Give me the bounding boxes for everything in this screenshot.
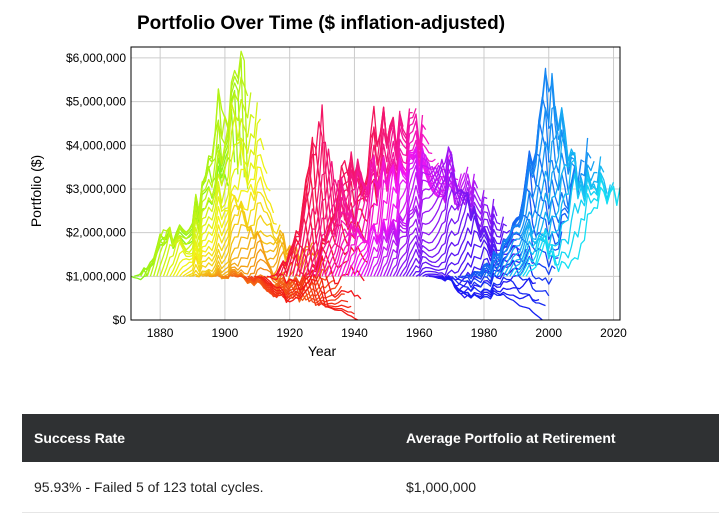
x-tick-label: 1920 (276, 326, 303, 340)
series-line-1884 (172, 154, 268, 277)
series-line-1972 (457, 245, 553, 285)
series-line-1885 (175, 166, 271, 277)
series-line-1886 (179, 176, 275, 277)
series-line-1993 (525, 186, 621, 277)
series-line-1980 (483, 96, 579, 277)
series-line-1888 (185, 202, 281, 277)
x-tick-label: 1940 (341, 326, 368, 340)
series-line-1892 (198, 226, 294, 277)
series-line-1948 (379, 165, 475, 277)
series-line-1909 (253, 272, 349, 307)
series-line-1947 (376, 166, 472, 277)
series-line-1960 (418, 230, 514, 277)
x-tick-label: 2020 (600, 326, 627, 340)
series-line-1969 (447, 275, 543, 321)
series-line-1974 (464, 214, 559, 278)
series-line-1962 (425, 246, 520, 281)
series-line-1983 (493, 72, 589, 277)
series-line-1874 (140, 89, 239, 277)
x-tick-label: 1880 (147, 326, 174, 340)
series-line-1912 (263, 273, 359, 321)
series-line-1982 (489, 70, 585, 277)
y-axis-label: Portfolio ($) (28, 155, 44, 227)
summary-table: Success Rate Average Portfolio at Retire… (22, 414, 719, 513)
series-line-1921 (292, 105, 388, 277)
y-tick-label: $3,000,000 (66, 182, 126, 196)
x-axis-label: Year (308, 343, 337, 359)
x-tick-label: 2000 (535, 326, 562, 340)
average-portfolio-header: Average Portfolio at Retirement (394, 414, 719, 462)
series-line-1991 (519, 174, 615, 277)
x-tick-label: 1900 (212, 326, 239, 340)
series-line-1881 (162, 102, 258, 277)
series-line-1971 (454, 259, 550, 297)
x-axis-ticks: 1880 1900 1920 1940 1960 1980 2000 2020 (147, 326, 627, 340)
success-rate-header: Success Rate (22, 414, 394, 462)
series-line-1945 (369, 157, 466, 277)
series-line-1989 (512, 159, 608, 277)
x-tick-label: 1960 (406, 326, 433, 340)
series-line-1882 (165, 118, 262, 277)
series-line-1990 (515, 173, 611, 277)
series-line-1880 (159, 102, 255, 277)
y-tick-label: $6,000,000 (66, 51, 126, 65)
y-tick-label: $4,000,000 (66, 138, 126, 152)
series-line-1890 (192, 210, 288, 278)
series-line-1910 (257, 269, 352, 309)
x-tick-label: 1980 (471, 326, 498, 340)
y-tick-label: $5,000,000 (66, 95, 126, 109)
summary-value-row: 95.93% - Failed 5 of 123 total cycles. $… (22, 462, 719, 513)
chart-title: Portfolio Over Time ($ inflation-adjuste… (137, 13, 505, 34)
series-line-1970 (451, 275, 546, 307)
series-line-1929 (318, 111, 413, 277)
plot-border (130, 46, 621, 321)
series-line-1931 (324, 113, 420, 277)
success-rate-value: 95.93% - Failed 5 of 123 total cycles. (22, 462, 394, 513)
series-layer (130, 50, 621, 321)
series-line-1988 (509, 151, 605, 277)
summary-header-row: Success Rate Average Portfolio at Retire… (22, 414, 719, 462)
series-line-1959 (415, 215, 511, 277)
series-line-1883 (169, 137, 265, 277)
y-tick-label: $0 (113, 313, 127, 327)
series-line-1981 (486, 67, 582, 277)
series-line-1905 (240, 275, 336, 301)
series-line-1913 (266, 255, 362, 300)
y-tick-label: $1,000,000 (66, 269, 126, 283)
y-axis-ticks: $0 $1,000,000 $2,000,000 $3,000,000 $4,000,0… (66, 51, 126, 327)
series-line-1906 (243, 275, 339, 303)
series-line-1923 (298, 108, 394, 277)
series-line-1992 (522, 179, 618, 277)
y-tick-label: $2,000,000 (66, 226, 126, 240)
series-line-1891 (195, 223, 290, 278)
series-line-1876 (146, 57, 245, 277)
series-line-1950 (386, 147, 482, 277)
average-portfolio-value: $1,000,000 (394, 462, 719, 513)
series-line-1922 (295, 104, 391, 277)
series-line-1877 (149, 50, 249, 277)
series-line-1887 (182, 191, 277, 277)
series-line-1889 (189, 200, 284, 277)
series-line-1924 (301, 111, 398, 277)
series-line-1925 (305, 110, 401, 277)
portfolio-chart: Portfolio Over Time ($ inflation-adjuste… (28, 13, 627, 359)
